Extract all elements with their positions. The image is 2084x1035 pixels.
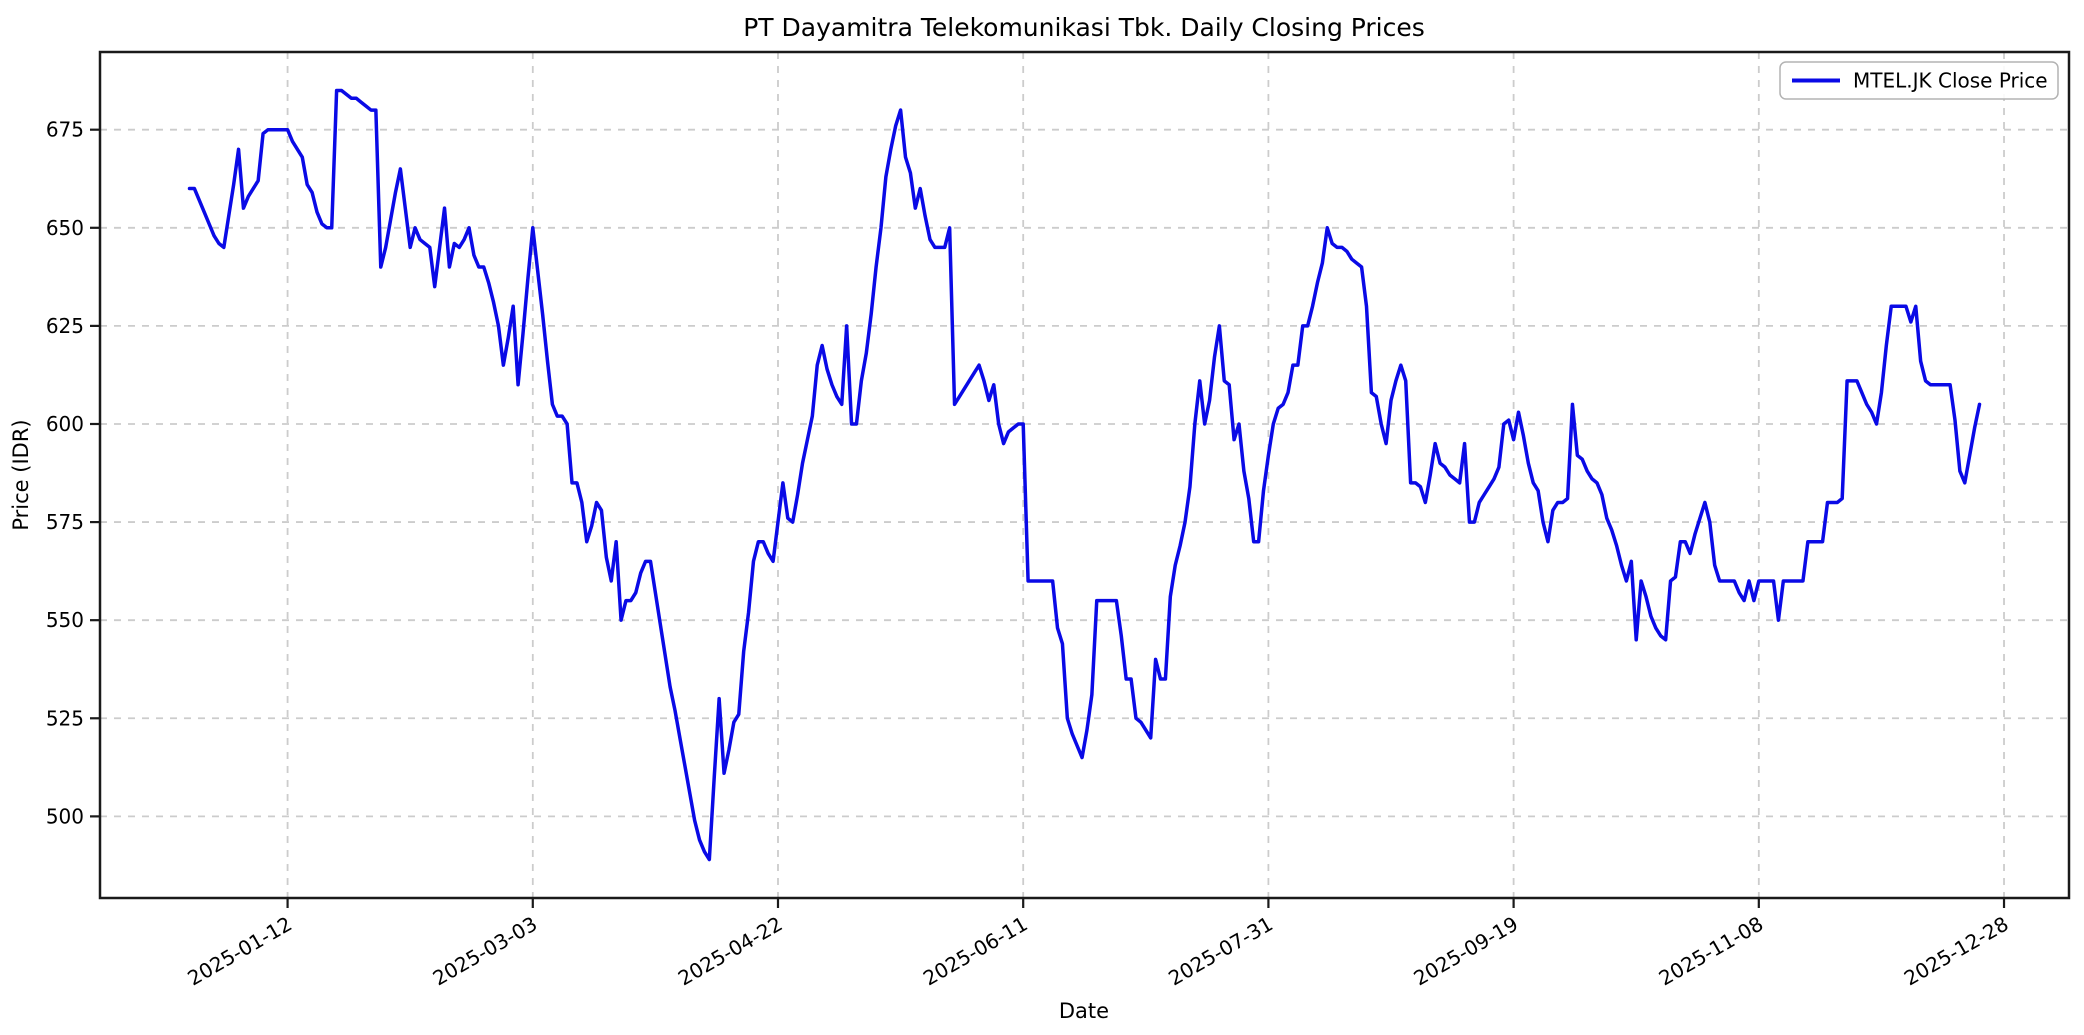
y-tick-label: 625 [46,314,84,338]
legend: MTEL.JK Close Price [1779,61,2059,100]
y-tick-label: 550 [46,608,84,632]
axis-ticks: 500 525 550 575 600 625 650 675 2025-01-12 2025-0… [46,118,2013,991]
y-tick-label: 575 [46,510,84,534]
y-tick-label: 500 [46,804,84,828]
chart-title: PT Dayamitra Telekomunikasi Tbk. Daily C… [743,13,1425,42]
x-tick-label: 2025-12-28 [1900,912,2013,991]
x-tick-label: 2025-07-31 [1164,912,1277,991]
y-tick-label: 675 [46,118,84,142]
x-tick-label: 2025-04-22 [674,912,787,991]
price-line-series [187,88,1982,862]
gridlines [100,52,2069,898]
legend-box [1779,61,2059,100]
legend-label: MTEL.JK Close Price [1853,69,2048,93]
x-tick-label: 2025-09-19 [1409,912,1522,991]
y-tick-label: 600 [46,412,84,436]
y-tick-label: 650 [46,216,84,240]
x-tick-label: 2025-06-11 [919,912,1032,991]
x-tick-label: 2025-01-12 [183,912,296,991]
x-axis-label: Date [1059,999,1109,1023]
plot-border [98,50,2071,900]
x-tick-label: 2025-03-03 [429,912,542,991]
y-tick-label: 525 [46,706,84,730]
y-axis-label: Price (IDR) [9,419,33,530]
x-tick-label: 2025-11-08 [1655,912,1768,991]
axes-spines [98,50,2071,900]
